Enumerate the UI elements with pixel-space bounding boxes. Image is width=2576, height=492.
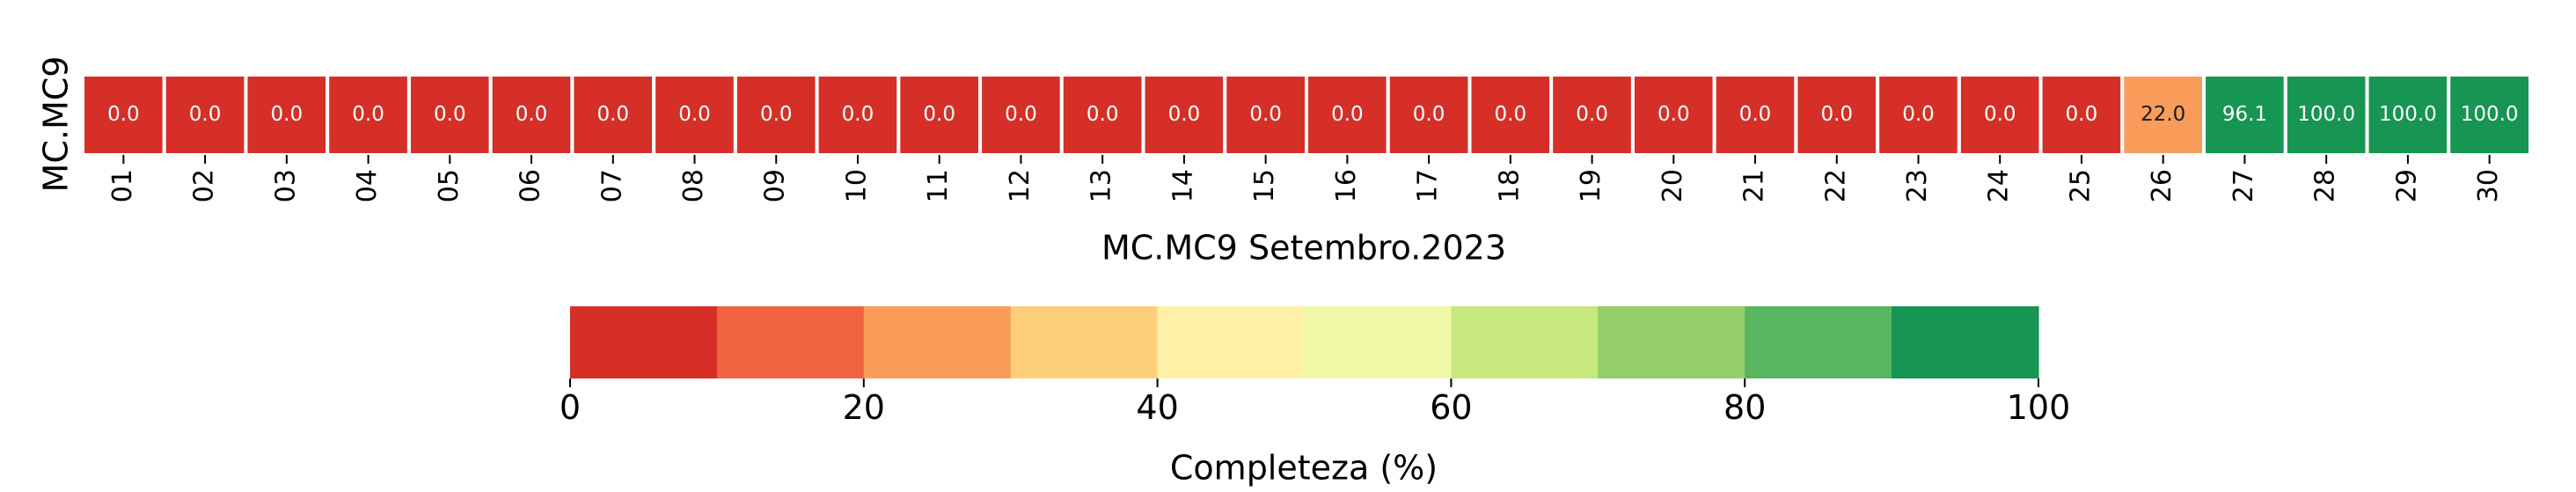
- x-tick-label: 08: [678, 169, 709, 202]
- x-tick-label: 30: [2473, 169, 2504, 202]
- cell-value-label: 0.0: [1820, 103, 1853, 126]
- x-tick-label: 03: [270, 169, 301, 202]
- x-tick-label: 11: [923, 169, 954, 202]
- cell-value-label: 0.0: [760, 103, 793, 126]
- colorbar-tick-label: 20: [843, 388, 885, 427]
- x-tick-label: 20: [1658, 169, 1688, 202]
- cell-value-label: 0.0: [1331, 103, 1364, 126]
- colorbar-label: Completeza (%): [1170, 449, 1438, 488]
- y-axis-label: MC.MC9: [37, 56, 76, 193]
- x-tick-label: 10: [841, 169, 872, 202]
- x-tick-label: 19: [1576, 169, 1606, 202]
- cell-value-label: 0.0: [1249, 103, 1282, 126]
- cell-value-label: 0.0: [189, 103, 222, 126]
- colorbar: [570, 306, 2039, 378]
- colorbar-tick-label: 0: [560, 388, 581, 427]
- heatmap-cells: 0.0 0.0 0.0 0.0 0.0 0.0 0.0 0.0 0.0 0.0 0.0 0.0 0.0 0…: [81, 73, 2532, 157]
- heatmap-cell: [2365, 73, 2451, 157]
- cell-value-label: 0.0: [1087, 103, 1119, 126]
- cell-value-label: 0.0: [271, 103, 304, 126]
- cell-value-label: 0.0: [1984, 103, 2016, 126]
- colorbar-tick-label: 80: [1723, 388, 1766, 427]
- heatmap-cell: [978, 73, 1064, 157]
- colorbar-segment: [1304, 306, 1452, 378]
- cell-value-label: 100.0: [2379, 103, 2437, 126]
- x-tick-label: 21: [1739, 169, 1770, 202]
- x-tick-label: 14: [1167, 169, 1198, 202]
- colorbar-ticks: 0 20 40 60 80 100: [560, 378, 2070, 427]
- cell-value-label: 96.1: [2222, 103, 2267, 126]
- cell-value-label: 0.0: [596, 103, 629, 126]
- cell-value-label: 22.0: [2141, 103, 2185, 126]
- x-tick-label: 22: [1820, 169, 1851, 202]
- x-tick-label: 29: [2391, 169, 2422, 202]
- colorbar-segment: [570, 306, 718, 378]
- cell-value-label: 0.0: [1902, 103, 1935, 126]
- cell-value-label: 0.0: [678, 103, 711, 126]
- x-tick-label: 16: [1331, 169, 1362, 202]
- cell-value-label: 0.0: [107, 103, 140, 126]
- cell-value-label: 0.0: [923, 103, 955, 126]
- colorbar-segment: [1010, 306, 1159, 378]
- x-tick-label: 24: [1984, 169, 2015, 202]
- x-tick-label: 07: [596, 169, 627, 202]
- cell-value-label: 0.0: [1005, 103, 1037, 126]
- x-tick-label: 26: [2147, 169, 2177, 202]
- colorbar-segment: [1745, 306, 1892, 378]
- cell-value-label: 0.0: [352, 103, 384, 126]
- x-tick-label: 01: [107, 169, 138, 202]
- heatmap-cell: [815, 73, 901, 157]
- cell-value-label: 100.0: [2461, 103, 2519, 126]
- cell-value-label: 0.0: [1658, 103, 1690, 126]
- colorbar-segment: [1598, 306, 1745, 378]
- x-tick-label: 12: [1005, 169, 1036, 202]
- cell-value-label: 0.0: [1739, 103, 1772, 126]
- cell-value-label: 0.0: [434, 103, 466, 126]
- x-axis-ticks: 01 02 03 04 05 06 07 08 09 10 11 12 13 14 15 16 17 18 19 20…: [107, 155, 2504, 202]
- heatmap-cell: [1876, 73, 1961, 157]
- heatmap-cell: [652, 73, 737, 157]
- heatmap-cell: [488, 73, 574, 157]
- colorbar-segment: [716, 306, 865, 378]
- cell-value-label: 0.0: [1413, 103, 1445, 126]
- cell-value-label: 0.0: [1495, 103, 1527, 126]
- x-axis-label: MC.MC9 Setembro.2023: [1101, 229, 1506, 268]
- colorbar-tick-label: 100: [2007, 388, 2071, 427]
- heatmap-cell: [1141, 73, 1227, 157]
- x-tick-label: 09: [760, 169, 791, 202]
- x-tick-label: 23: [1902, 169, 1933, 202]
- heatmap-cell: [1549, 73, 1635, 157]
- cell-value-label: 0.0: [1576, 103, 1608, 126]
- x-tick-label: 17: [1413, 169, 1444, 202]
- x-tick-label: 02: [189, 169, 220, 202]
- cell-value-label: 0.0: [2066, 103, 2098, 126]
- x-tick-label: 13: [1087, 169, 1117, 202]
- x-tick-label: 06: [516, 169, 546, 202]
- heatmap-cell: [1305, 73, 1390, 157]
- cell-value-label: 0.0: [1168, 103, 1201, 126]
- colorbar-tick-label: 40: [1136, 388, 1178, 427]
- x-tick-label: 28: [2310, 169, 2341, 202]
- cell-value-label: 100.0: [2297, 103, 2355, 126]
- x-tick-label: 27: [2228, 169, 2259, 202]
- x-tick-label: 18: [1494, 169, 1525, 202]
- colorbar-tick-label: 60: [1430, 388, 1472, 427]
- colorbar-segment: [1451, 306, 1599, 378]
- heatmap-cell: [1630, 73, 1716, 157]
- heatmap-cell: [2202, 73, 2287, 157]
- heatmap-cell: [1386, 73, 1472, 157]
- colorbar-segment: [863, 306, 1012, 378]
- x-tick-label: 04: [352, 169, 383, 202]
- heatmap-cell: [1794, 73, 1880, 157]
- heatmap-cell: [2447, 73, 2532, 157]
- colorbar-segment: [1157, 306, 1306, 378]
- cell-value-label: 0.0: [842, 103, 875, 126]
- x-tick-label: 05: [434, 169, 465, 202]
- x-tick-label: 15: [1249, 169, 1280, 202]
- colorbar-segment: [1892, 306, 2039, 378]
- x-tick-label: 25: [2065, 169, 2096, 202]
- cell-value-label: 0.0: [516, 103, 548, 126]
